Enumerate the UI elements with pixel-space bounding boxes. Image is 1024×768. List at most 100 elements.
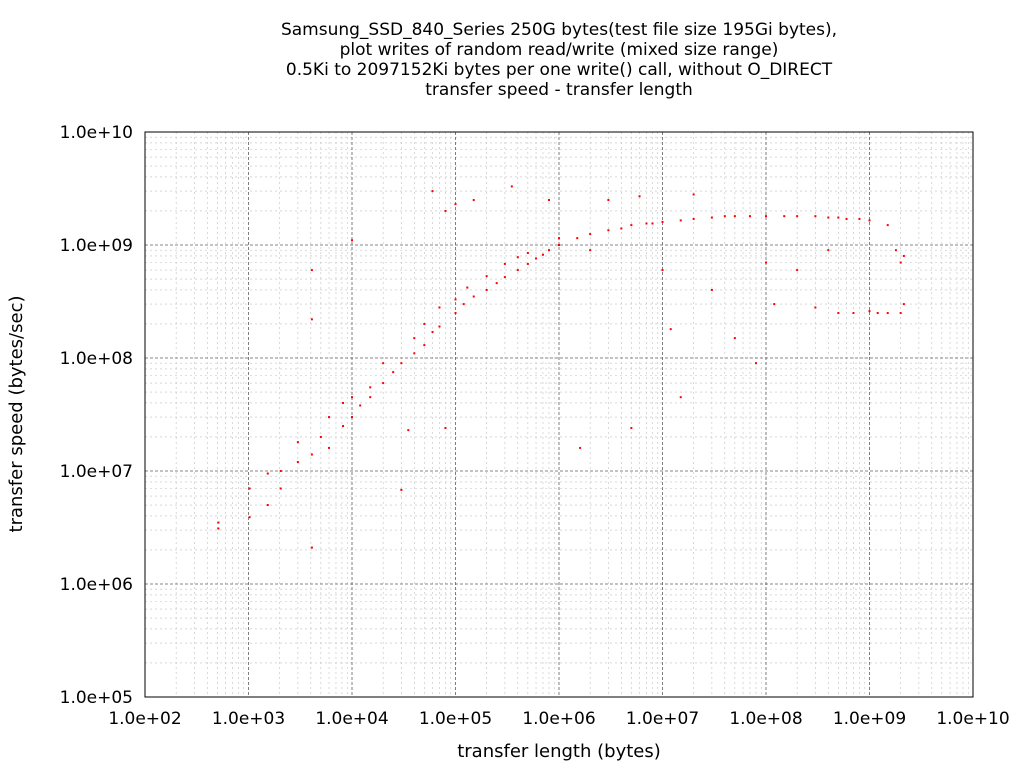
data-point [266, 472, 269, 475]
data-point [526, 262, 529, 265]
data-point [319, 435, 322, 438]
data-point [783, 215, 786, 218]
x-tick-label: 1.0e+06 [522, 709, 595, 729]
y-tick-label: 1.0e+05 [60, 688, 133, 708]
x-axis-tick-labels: 1.0e+02 1.0e+03 1.0e+04 1.0e+05 1.0e+06 1.0e+… [108, 709, 1009, 729]
x-tick-label: 1.0e+04 [315, 709, 388, 729]
y-tick-label: 1.0e+06 [60, 575, 133, 595]
data-point [886, 224, 889, 227]
data-point [638, 195, 641, 198]
data-point [894, 249, 897, 252]
data-point [630, 427, 633, 430]
data-point [454, 312, 457, 315]
data-point [733, 337, 736, 340]
y-axis-tick-labels: 1.0e+05 1.0e+06 1.0e+07 1.0e+08 1.0e+09 1.0e+… [60, 123, 133, 708]
data-point [413, 352, 416, 355]
data-point [547, 199, 550, 202]
data-point [876, 312, 879, 315]
data-point [279, 470, 282, 472]
data-point [845, 217, 848, 220]
title-line-4: transfer speed - transfer length [425, 80, 693, 100]
y-tick-label: 1.0e+09 [60, 236, 133, 256]
data-point [328, 446, 331, 449]
data-point [438, 306, 441, 309]
data-point [607, 199, 610, 202]
data-point [837, 216, 840, 219]
data-point [310, 546, 313, 549]
data-point [466, 286, 469, 289]
data-point [868, 310, 871, 313]
data-point [296, 441, 299, 444]
data-point [868, 219, 871, 222]
data-point [369, 396, 372, 399]
data-point [620, 227, 623, 230]
data-point [462, 303, 465, 306]
data-point [579, 446, 582, 449]
data-point [710, 216, 713, 219]
x-tick-label: 1.0e+09 [833, 709, 906, 729]
data-point [310, 453, 313, 456]
data-point [351, 396, 353, 399]
data-point [495, 282, 498, 285]
plot-area-frame [144, 131, 974, 698]
data-point [392, 371, 395, 374]
x-axis-label: transfer length (bytes) [457, 741, 661, 762]
data-point [814, 306, 817, 309]
y-axis-label: transfer speed (bytes/sec) [6, 296, 27, 533]
data-point [558, 244, 560, 246]
data-point [472, 199, 475, 202]
data-point [382, 382, 385, 385]
data-point [733, 215, 736, 218]
data-point [351, 239, 353, 242]
data-point [454, 298, 457, 301]
data-point [400, 362, 403, 365]
data-point [651, 222, 654, 225]
data-point [526, 251, 529, 254]
data-point [248, 516, 251, 519]
data-point [723, 215, 726, 218]
data-point [279, 487, 282, 490]
data-point [431, 190, 434, 193]
data-point [630, 224, 633, 227]
x-tick-label: 1.0e+08 [729, 709, 802, 729]
data-point [266, 504, 269, 507]
y-tick-label: 1.0e+08 [60, 349, 133, 369]
data-point [589, 233, 592, 236]
data-point [547, 249, 550, 252]
chart-title: Samsung_SSD_840_Series 250G bytes(test f… [145, 20, 973, 100]
data-point [413, 337, 416, 340]
x-tick-label: 1.0e+10 [936, 709, 1009, 729]
data-point [310, 318, 313, 321]
title-line-1: Samsung_SSD_840_Series 250G bytes(test f… [280, 20, 838, 40]
x-tick-label: 1.0e+07 [626, 709, 699, 729]
data-point [765, 215, 767, 218]
data-point [248, 487, 251, 490]
data-point [541, 253, 544, 256]
data-point [748, 215, 751, 218]
data-point [535, 257, 538, 260]
data-point [852, 312, 855, 315]
data-point [679, 396, 682, 399]
data-point [773, 303, 776, 306]
data-point [516, 256, 519, 259]
data-point [827, 216, 830, 219]
data-point [510, 185, 513, 188]
data-point [796, 215, 799, 218]
data-point [754, 362, 757, 365]
data-point [902, 254, 905, 257]
data-points [217, 185, 905, 549]
data-point [858, 217, 861, 220]
data-point [400, 488, 403, 491]
data-point [765, 261, 767, 264]
data-point [444, 427, 447, 430]
data-point [902, 303, 905, 306]
data-point [438, 325, 441, 328]
data-point [444, 209, 447, 212]
data-point [359, 404, 362, 407]
data-point [342, 401, 345, 404]
data-point [814, 215, 817, 218]
data-point [310, 269, 313, 272]
data-point [692, 217, 695, 220]
data-point [516, 269, 519, 272]
